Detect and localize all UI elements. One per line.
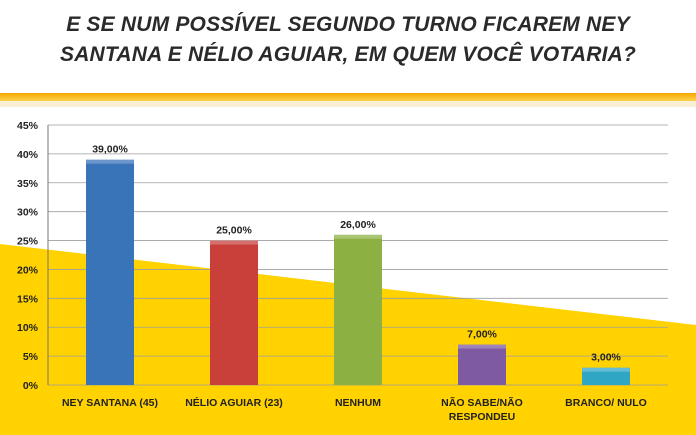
title-line-2: SANTANA E NÉLIO AGUIAR, EM QUEM VOCÊ VOT… [59, 43, 636, 66]
y-tick-label: 45% [17, 120, 39, 132]
bar [86, 159, 134, 385]
bar [334, 234, 382, 385]
category-label: NÃO SABE/NÃO [441, 396, 523, 409]
y-tick-label: 30% [17, 207, 39, 219]
y-tick-label: 25% [17, 236, 39, 248]
y-tick-label: 0% [23, 380, 39, 392]
data-label: 3,00% [591, 352, 621, 364]
y-tick-label: 5% [23, 351, 39, 363]
y-tick-label: 15% [17, 293, 39, 305]
category-label: BRANCO/ NULO [565, 397, 647, 409]
bar [210, 240, 258, 385]
y-tick-label: 40% [17, 149, 39, 161]
title-line-1: E SE NUM POSSÍVEL SEGUNDO TURNO FICAREM … [66, 13, 630, 36]
data-label: 25,00% [216, 225, 252, 237]
bar [582, 367, 630, 385]
bars [86, 159, 630, 385]
category-label: NEY SANTANA (45) [62, 397, 158, 409]
category-label: RESPONDEU [449, 411, 516, 423]
header-stripe-light [0, 101, 696, 107]
bar-highlight [458, 344, 506, 349]
data-label: 7,00% [467, 329, 497, 341]
category-labels: NEY SANTANA (45) NÉLIO AGUIAR (23) NENHUM N… [62, 396, 647, 423]
y-tick-label: 35% [17, 178, 39, 190]
bar-highlight [210, 240, 258, 245]
category-label: NÉLIO AGUIAR (23) [185, 396, 283, 409]
data-label: 26,00% [340, 219, 376, 231]
chart-title: E SE NUM POSSÍVEL SEGUNDO TURNO FICAREM … [0, 10, 696, 70]
bar-highlight [582, 367, 630, 372]
data-labels: 39,00% 25,00% 26,00% 7,00% 3,00% [92, 144, 621, 364]
y-tick-label: 20% [17, 264, 39, 276]
y-axis-ticks: 0% 5% 10% 15% 20% 25% 30% 35% 40% 45% [17, 120, 39, 392]
category-label: NENHUM [335, 397, 381, 409]
bar-highlight [86, 159, 134, 164]
bar-highlight [334, 234, 382, 239]
data-label: 39,00% [92, 144, 128, 156]
bar [458, 344, 506, 385]
y-tick-label: 10% [17, 322, 39, 334]
header-stripe [0, 93, 696, 101]
